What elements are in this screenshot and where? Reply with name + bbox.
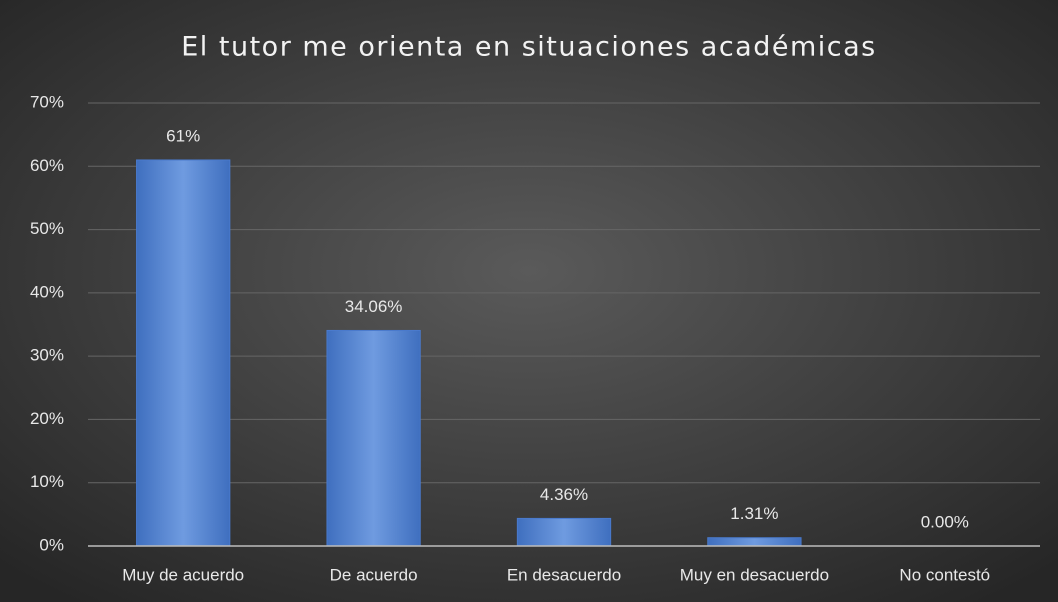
value-label: 34.06% xyxy=(345,297,403,316)
y-tick-label: 60% xyxy=(30,156,64,175)
y-tick-label: 40% xyxy=(30,282,64,301)
chart-title: El tutor me orienta en situaciones acadé… xyxy=(181,32,877,63)
y-tick-label: 20% xyxy=(30,409,64,428)
bar xyxy=(326,329,421,547)
x-tick-label: No contestó xyxy=(899,565,990,584)
y-tick-label: 0% xyxy=(39,535,64,554)
y-tick-label: 50% xyxy=(30,219,64,238)
value-label: 4.36% xyxy=(540,485,588,504)
x-tick-label: En desacuerdo xyxy=(507,565,621,584)
bar xyxy=(136,159,231,547)
value-label: 61% xyxy=(166,126,200,145)
y-tick-label: 10% xyxy=(30,472,64,491)
x-tick-label: Muy en desacuerdo xyxy=(680,565,829,584)
y-tick-label: 30% xyxy=(30,346,64,365)
value-label: 0.00% xyxy=(921,512,969,531)
bar xyxy=(707,537,802,547)
x-tick-label: Muy de acuerdo xyxy=(122,565,244,584)
y-tick-label: 70% xyxy=(30,92,64,111)
value-label: 1.31% xyxy=(730,504,778,523)
bar xyxy=(516,517,612,547)
x-tick-label: De acuerdo xyxy=(330,565,418,584)
